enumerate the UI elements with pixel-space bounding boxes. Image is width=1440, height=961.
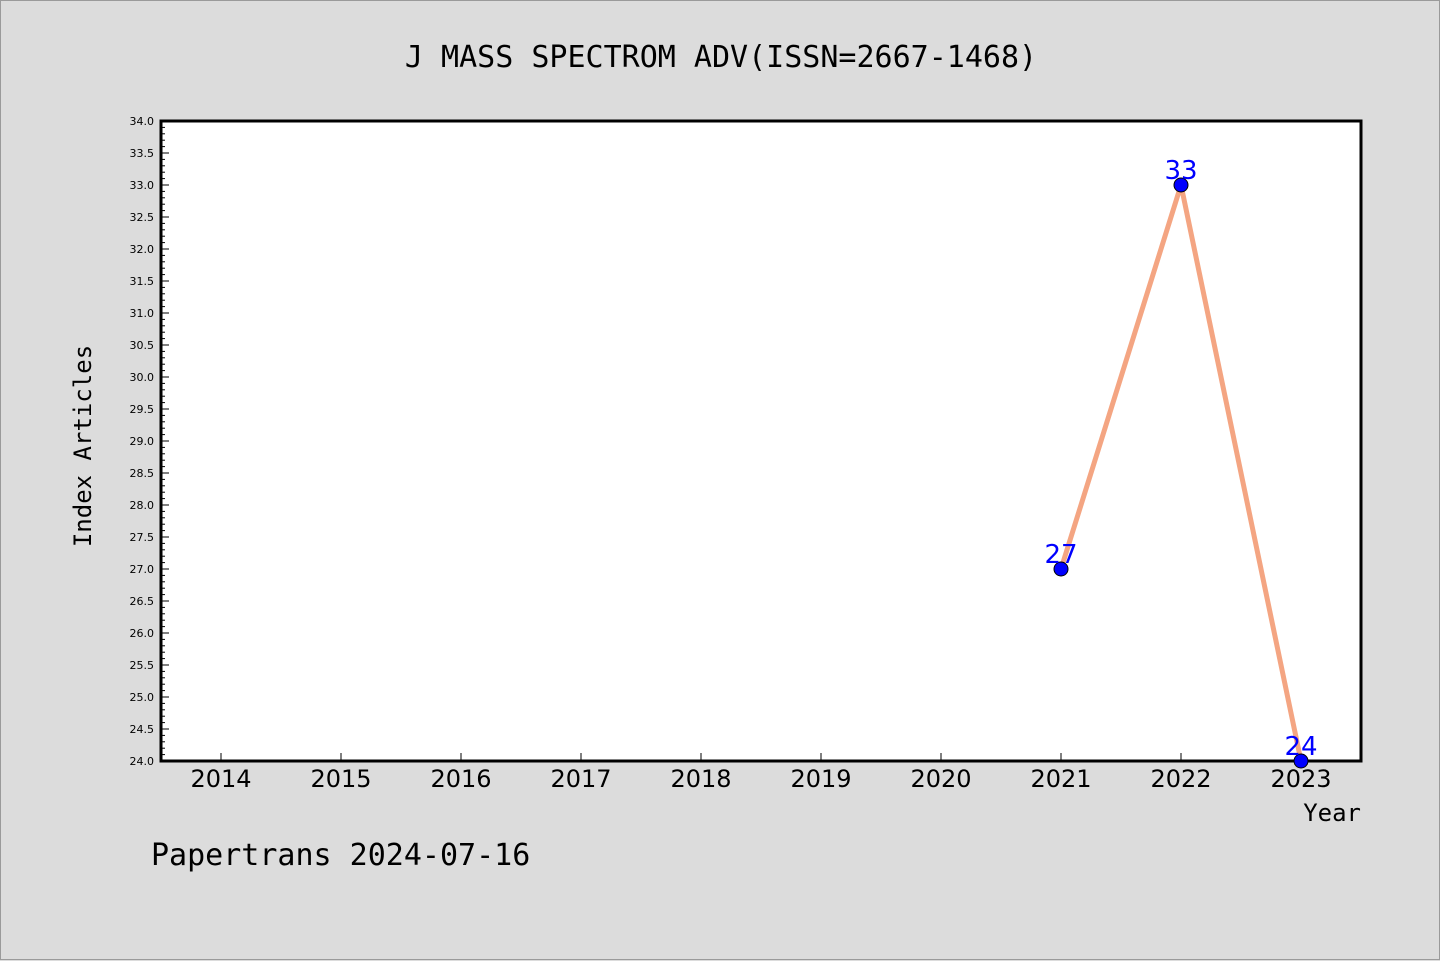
x-tick-label: 2022 — [1150, 765, 1211, 793]
y-axis-ticks: 24.0 24.5 25.0 25.5 26.0 26.5 27.0 27.5 28.0 28.5… — [130, 115, 169, 768]
x-tick-label: 2023 — [1270, 765, 1331, 793]
x-tick-label: 2021 — [1030, 765, 1091, 793]
x-axis-ticks: 2014 2015 2016 2017 2018 2019 2020 2021 2022 2023 — [190, 753, 1332, 793]
y-tick-label: 24.5 — [130, 723, 155, 736]
x-tick-label: 2016 — [430, 765, 491, 793]
data-point-marker — [1173, 177, 1189, 193]
y-tick-label: 28.0 — [130, 499, 155, 512]
y-tick-label: 33.5 — [130, 147, 155, 160]
y-tick-label: 28.5 — [130, 467, 155, 480]
y-tick-label: 29.5 — [130, 403, 155, 416]
y-tick-label: 34.0 — [130, 115, 155, 128]
y-tick-label: 32.5 — [130, 211, 155, 224]
x-tick-label: 2018 — [670, 765, 731, 793]
y-axis-label: Index Articles — [69, 345, 97, 547]
data-labels: 27 33 24 — [1044, 156, 1317, 762]
x-tick-label: 2020 — [910, 765, 971, 793]
data-point-label: 33 — [1164, 156, 1197, 186]
series-markers — [1053, 177, 1309, 769]
y-tick-label: 26.5 — [130, 595, 155, 608]
y-tick-label: 27.0 — [130, 563, 155, 576]
y-tick-label: 25.0 — [130, 691, 155, 704]
x-tick-label: 2017 — [550, 765, 611, 793]
x-axis-label: Year — [1303, 799, 1361, 827]
y-tick-label: 32.0 — [130, 243, 155, 256]
y-tick-label: 24.0 — [130, 755, 155, 768]
y-tick-label: 29.0 — [130, 435, 155, 448]
y-tick-label: 30.5 — [130, 339, 155, 352]
y-tick-label: 26.0 — [130, 627, 155, 640]
x-tick-label: 2014 — [190, 765, 251, 793]
chart-title: J MASS SPECTROM ADV(ISSN=2667-1468) — [405, 40, 1037, 75]
data-point-marker — [1293, 753, 1309, 769]
y-tick-label: 31.0 — [130, 307, 155, 320]
data-point-label: 24 — [1284, 732, 1317, 762]
x-tick-label: 2019 — [790, 765, 851, 793]
data-point-marker — [1053, 561, 1069, 577]
footer-text: Papertrans 2024-07-16 — [151, 838, 530, 873]
y-tick-label: 30.0 — [130, 371, 155, 384]
y-tick-label: 27.5 — [130, 531, 155, 544]
x-tick-label: 2015 — [310, 765, 371, 793]
y-tick-label: 33.0 — [130, 179, 155, 192]
data-point-label: 27 — [1044, 540, 1077, 570]
y-tick-label: 31.5 — [130, 275, 155, 288]
y-tick-label: 25.5 — [130, 659, 155, 672]
plot-area — [159, 119, 1363, 763]
